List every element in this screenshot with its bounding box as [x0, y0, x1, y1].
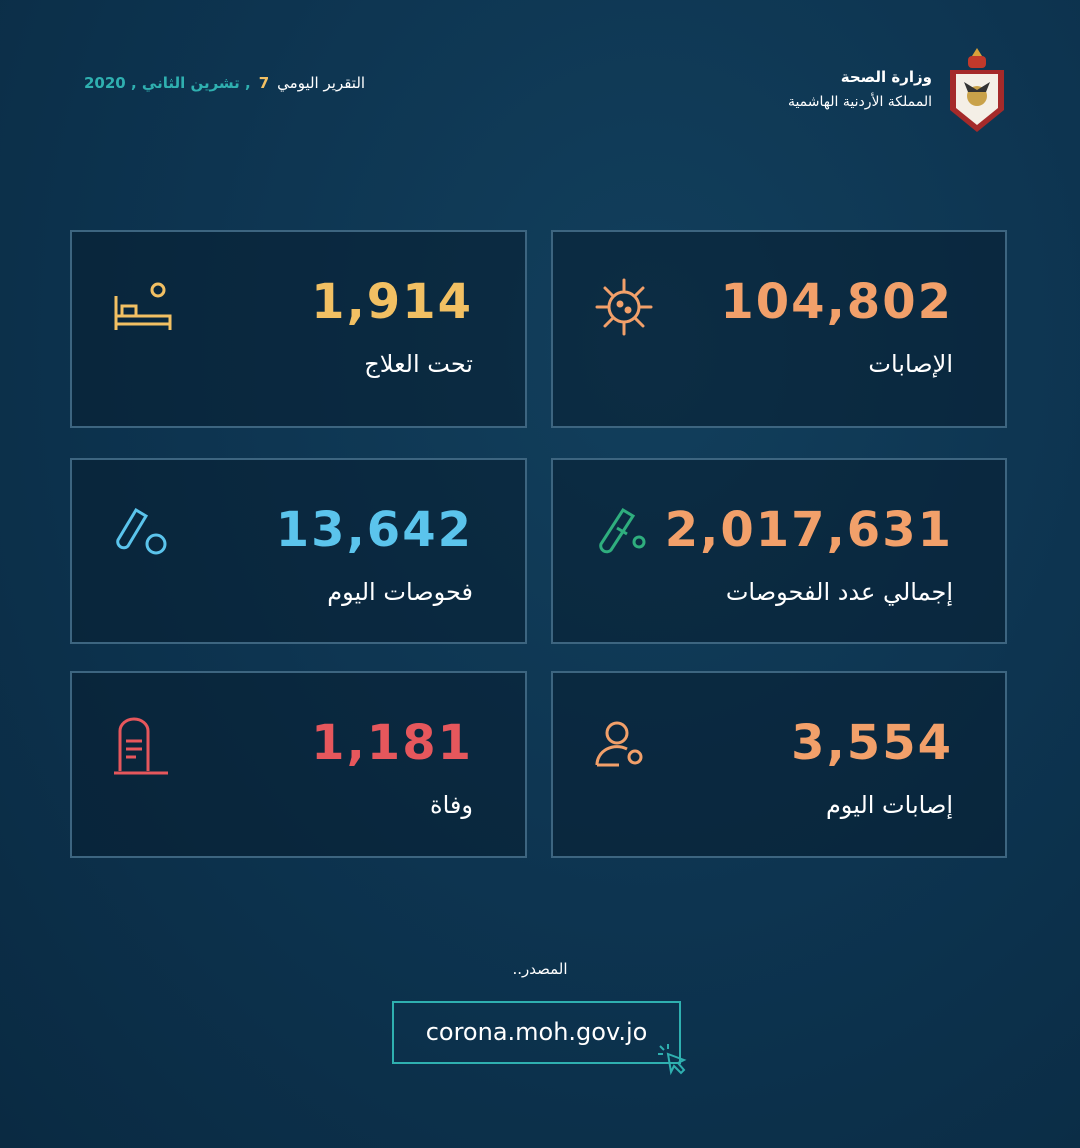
- today-cases-label: إصابات اليوم: [825, 791, 953, 819]
- card-under-treatment: 1,914 تحت العلاج: [70, 230, 527, 428]
- total-tests-label: إجمالي عدد الفحوصات: [725, 578, 953, 606]
- card-today-tests: 13,642 فحوصات اليوم: [70, 458, 527, 644]
- ministry-name: وزارة الصحة: [840, 67, 932, 86]
- under-treatment-label: تحت العلاج: [364, 350, 473, 378]
- report-month-year: , تشرين الثاني , 2020: [84, 74, 251, 92]
- deaths-value: 1,181: [311, 715, 473, 771]
- card-total-cases: 104,802 الإصابات: [551, 230, 1007, 428]
- report-label: التقرير اليومي: [277, 74, 366, 92]
- hospital-bed-icon: [114, 282, 172, 330]
- card-deaths: 1,181 وفاة: [70, 671, 527, 858]
- test-tube-icon: [116, 507, 167, 555]
- today-tests-value: 13,642: [275, 502, 473, 558]
- today-tests-label: فحوصات اليوم: [327, 578, 473, 606]
- card-today-cases: 3,554 إصابات اليوم: [551, 671, 1007, 858]
- source-label: المصدر..: [512, 960, 568, 978]
- jordan-crest-icon: [950, 48, 1004, 132]
- test-tube-icon: [599, 507, 646, 554]
- tombstone-icon: [114, 717, 168, 775]
- total-tests-value: 2,017,631: [664, 502, 953, 558]
- person-gear-icon: [595, 721, 643, 767]
- total-cases-label: الإصابات: [868, 350, 953, 378]
- under-treatment-value: 1,914: [311, 274, 473, 330]
- total-cases-value: 104,802: [720, 274, 953, 330]
- card-total-tests: 2,017,631 إجمالي عدد الفحوصات: [551, 458, 1007, 644]
- virus-icon: [595, 278, 653, 336]
- today-cases-value: 3,554: [791, 715, 953, 771]
- cursor-click-icon: [658, 1044, 687, 1076]
- ministry-header: وزارة الصحة المملكة الأردنية الهاشمية: [788, 44, 1008, 134]
- website-link[interactable]: corona.moh.gov.jo: [392, 1001, 681, 1064]
- kingdom-name: المملكة الأردنية الهاشمية: [787, 93, 932, 110]
- report-day: 7: [258, 74, 270, 92]
- deaths-label: وفاة: [430, 791, 473, 819]
- report-date: التقرير اليومي 7 , تشرين الثاني , 2020: [84, 74, 365, 92]
